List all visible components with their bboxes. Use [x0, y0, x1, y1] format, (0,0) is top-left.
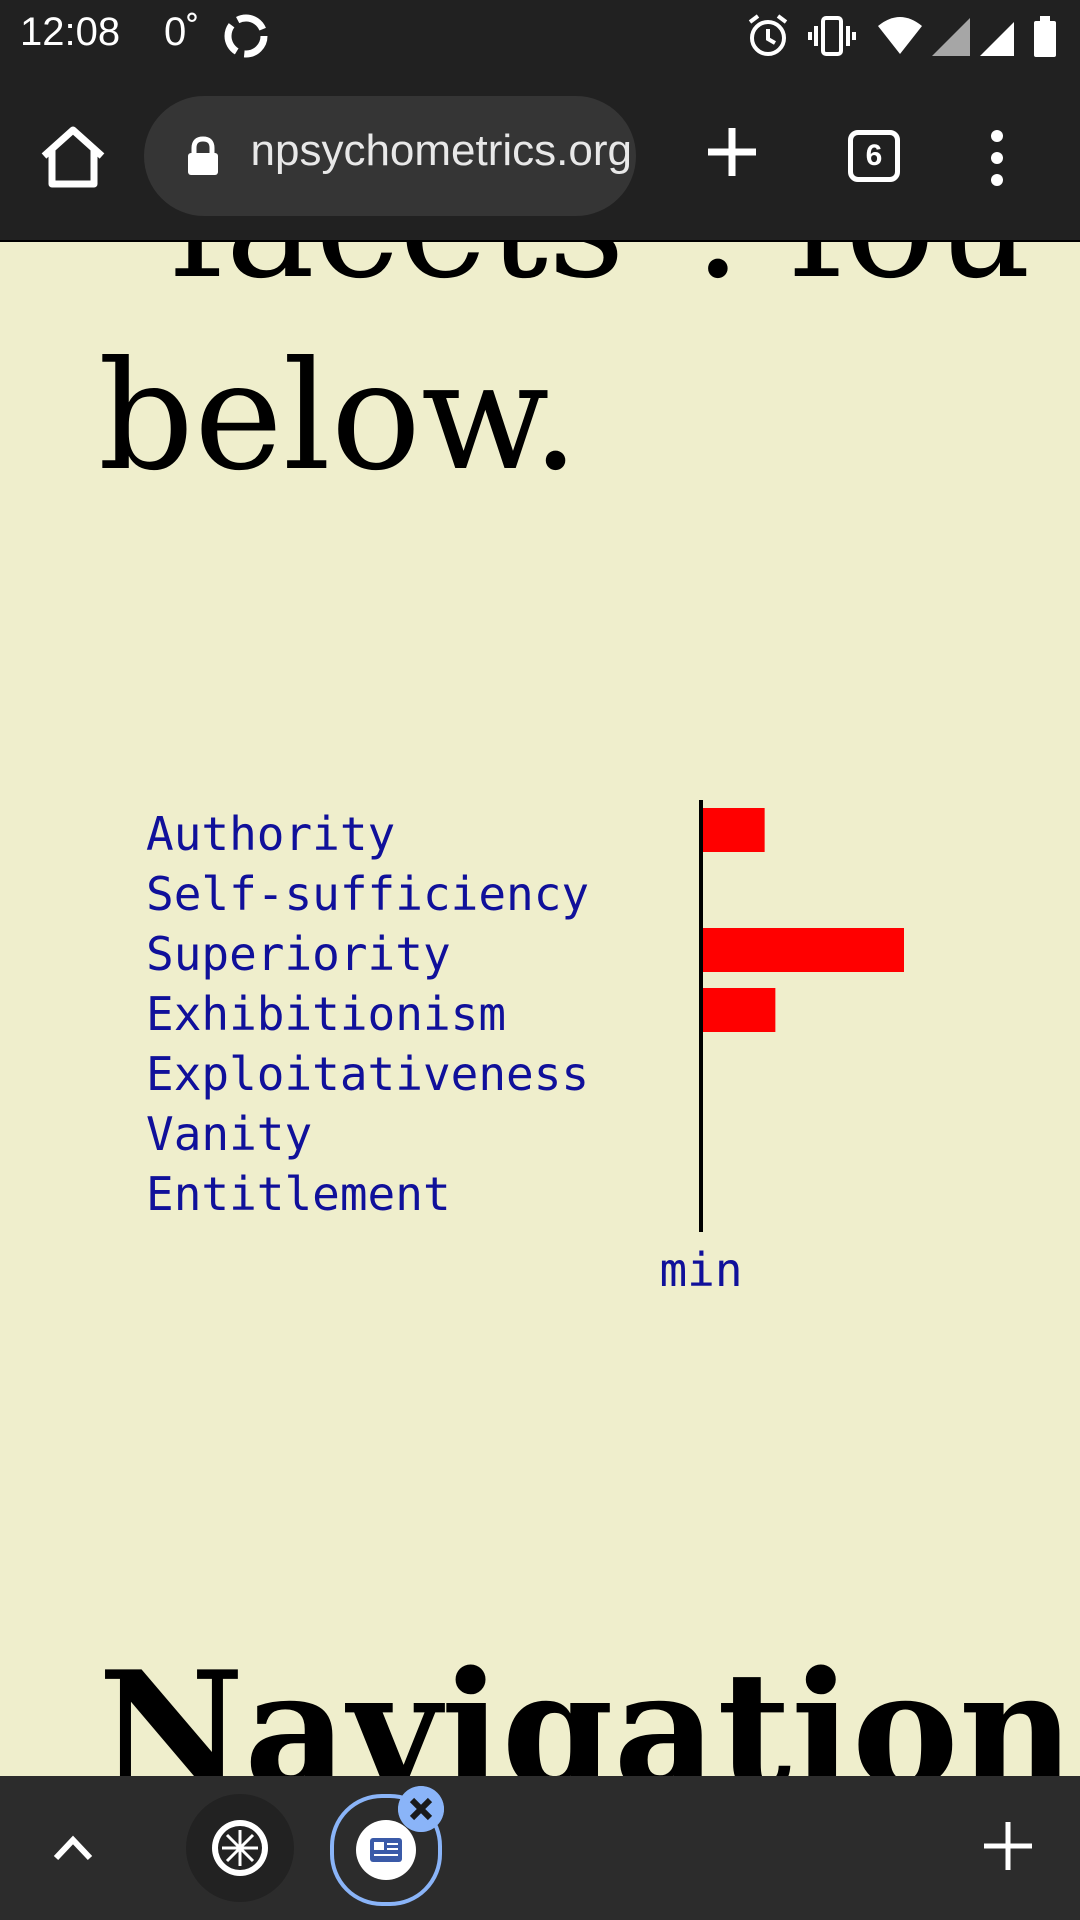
add-tab-icon[interactable]: [978, 1816, 1038, 1876]
chevron-up-icon[interactable]: [50, 1826, 96, 1872]
url-text[interactable]: openpsychometrics.org: [252, 126, 632, 175]
bottom-tab-strip: [0, 1776, 1080, 1920]
axis-label-min: min: [659, 1243, 742, 1297]
category-label-exploitativeness: Exploitativeness: [146, 1047, 590, 1101]
close-tab-icon[interactable]: [398, 1786, 444, 1832]
more-options-icon[interactable]: [982, 128, 1012, 188]
vibrate-icon: [808, 16, 856, 56]
status-time: 12:08: [20, 10, 121, 54]
category-label-entitlement: Entitlement: [146, 1167, 451, 1221]
chart-bars: [703, 808, 904, 1032]
status-bar: 12:08 0˚: [0, 0, 1080, 72]
wifi-icon: [878, 17, 922, 54]
signal-icon-2: [980, 22, 1014, 56]
browser-toolbar: openpsychometrics.org 6: [0, 72, 1080, 242]
chart-category-labels: Authority Self-sufficiency Superiority E…: [146, 804, 589, 1224]
facet-bar-chart: min: [659, 800, 904, 1297]
category-label-exhibitionism: Exhibitionism: [146, 987, 507, 1041]
category-label-authority: Authority: [146, 807, 396, 861]
category-label-vanity: Vanity: [146, 1107, 313, 1161]
bar-exhibitionism: [703, 988, 776, 1032]
category-label-superiority: Superiority: [146, 927, 451, 981]
site-favicon-active: [356, 1820, 416, 1880]
signal-icon: [932, 18, 970, 56]
address-bar[interactable]: openpsychometrics.org: [144, 96, 636, 216]
tab-count: 6: [865, 139, 883, 172]
site-favicon: [212, 1820, 268, 1876]
heading-fragment: facets". fou: [170, 242, 1032, 300]
sync-icon: [224, 14, 268, 58]
bar-superiority: [703, 928, 904, 972]
web-page-content: facets". fou below. Authority Self-suffi…: [0, 242, 1080, 1776]
tab-thumbnail-1[interactable]: [186, 1794, 294, 1902]
battery-icon: [1034, 16, 1056, 57]
alarm-icon: [748, 14, 788, 56]
status-temperature: 0˚: [164, 10, 200, 54]
heading-tail: below.: [98, 330, 580, 504]
lock-icon: [188, 136, 218, 175]
tab-switcher-button[interactable]: 6: [848, 130, 900, 182]
category-label-self-sufficiency: Self-sufficiency: [146, 867, 590, 921]
navigation-heading: Navigation: [98, 1636, 1075, 1776]
bar-authority: [703, 808, 765, 852]
new-tab-icon[interactable]: [702, 122, 762, 182]
home-icon[interactable]: [38, 126, 108, 188]
